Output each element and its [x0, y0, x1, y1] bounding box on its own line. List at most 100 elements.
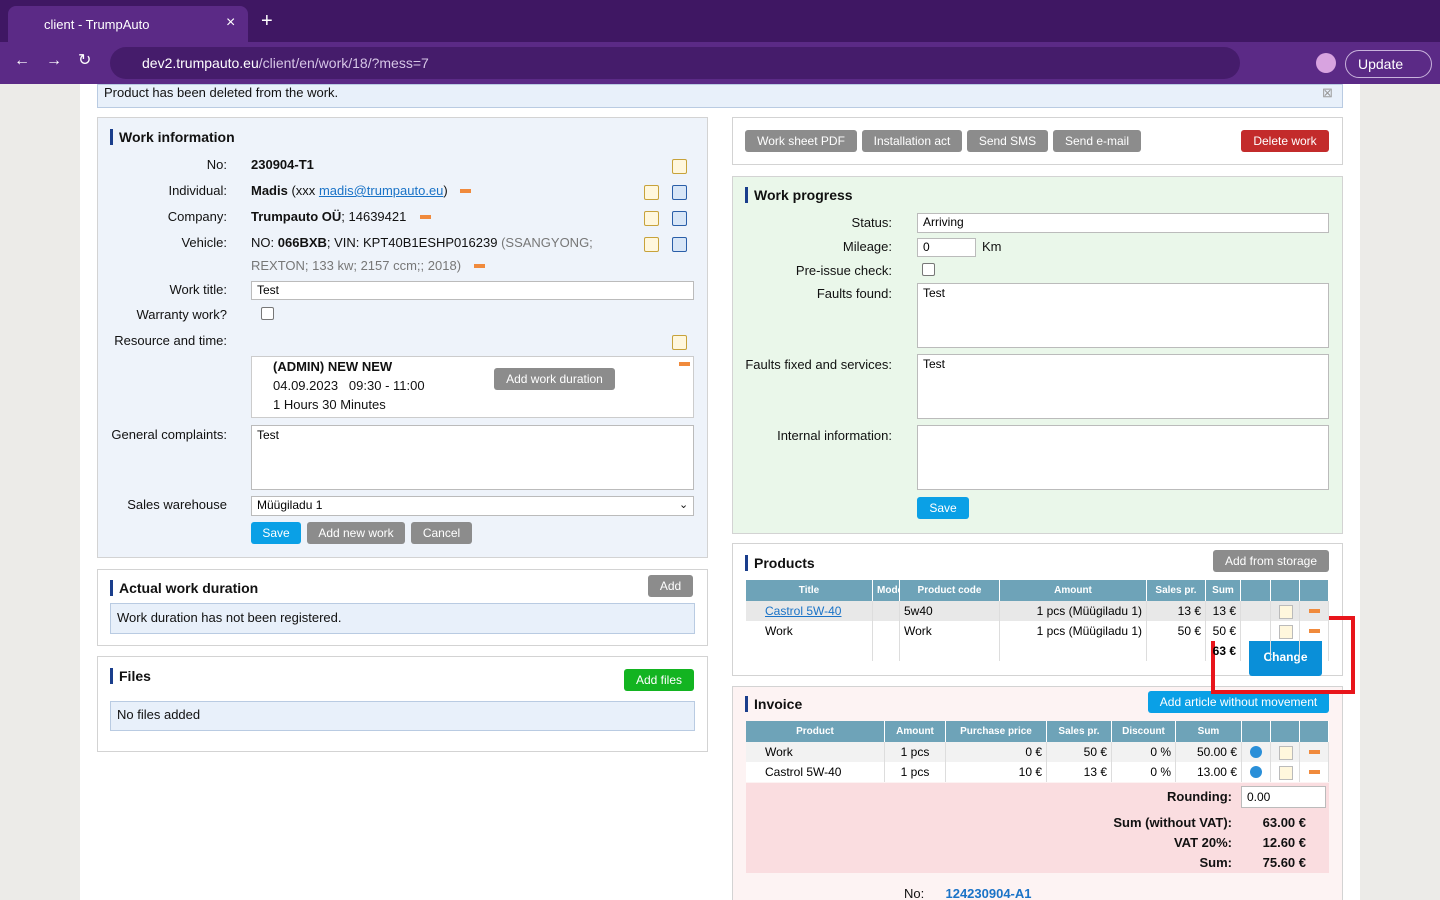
table-cell: 13.00 € — [1176, 762, 1242, 782]
edit-icon[interactable] — [1279, 746, 1293, 760]
table-header — [1271, 580, 1300, 601]
icon[interactable] — [672, 185, 687, 200]
table-cell: 50.00 € — [1176, 742, 1242, 762]
button[interactable]: Delete work — [1241, 130, 1329, 152]
table-cell: Work — [746, 621, 873, 641]
button[interactable]: Save — [917, 497, 969, 519]
action-button[interactable]: Send SMS — [967, 130, 1048, 152]
move-icon[interactable] — [1250, 766, 1262, 778]
icon[interactable] — [644, 185, 659, 200]
remove-icon[interactable] — [420, 215, 431, 219]
text: 1 Hours 30 Minutes — [273, 397, 386, 412]
active-tab — [8, 6, 248, 42]
table-cell: 50 € — [1206, 621, 1241, 641]
text[interactable]: madis@trumpauto.eu — [318, 183, 444, 198]
table-cell — [1271, 601, 1300, 621]
panel — [110, 701, 695, 731]
table-header: Amount — [885, 721, 946, 742]
button[interactable]: Add article without movement — [1148, 691, 1329, 713]
decoration[interactable] — [922, 263, 935, 276]
input-field[interactable]: Arriving — [917, 213, 1329, 233]
button[interactable]: Add files — [624, 669, 694, 691]
text: Sum: — [1199, 855, 1233, 870]
url-host: dev2.trumpauto.eu — [142, 55, 259, 71]
table-cell — [1271, 742, 1300, 762]
text: ; VIN: KPT40B1ESHP016239 — [326, 235, 498, 250]
button[interactable]: Save — [251, 522, 301, 544]
icon[interactable] — [672, 335, 687, 350]
text: Individual: — [168, 183, 227, 198]
text: Files — [110, 668, 151, 684]
tab-close: × — [226, 14, 236, 31]
button[interactable]: Cancel — [411, 522, 472, 544]
icon[interactable] — [672, 237, 687, 252]
text: Warranty work? — [136, 307, 227, 322]
remove-icon[interactable] — [679, 362, 690, 366]
button[interactable]: Add new work — [307, 522, 405, 544]
text: Pre-issue check: — [795, 263, 892, 278]
text: Madis — [251, 183, 288, 198]
table-cell: 1 pcs — [885, 742, 946, 762]
remove-icon[interactable] — [1309, 609, 1320, 613]
action-button[interactable]: Installation act — [862, 130, 962, 152]
table-cell: Castrol 5W-40 — [746, 762, 885, 782]
edit-icon[interactable] — [1279, 766, 1293, 780]
input-field[interactable]: Müügiladu 1 — [251, 496, 694, 516]
icon[interactable] — [644, 237, 659, 252]
new-tab[interactable]: + — [261, 10, 273, 32]
input-field: Test — [251, 425, 694, 490]
text: Invoice — [745, 696, 802, 712]
decoration: No: 124230904-A1 — [904, 886, 1032, 900]
table-cell — [1271, 621, 1300, 641]
vehicle: NO: 066BXB; VIN: KPT40B1ESHP016239 (SSAN… — [251, 235, 593, 251]
text: Faults fixed and services: — [745, 357, 892, 372]
input-field — [917, 425, 1329, 490]
update-button[interactable]: Update — [1345, 50, 1433, 78]
input-field[interactable]: 0 — [917, 238, 976, 257]
icon[interactable] — [672, 159, 687, 174]
text: NO: — [251, 235, 275, 250]
nav-buttons: ←→↻ — [14, 52, 108, 69]
remove-icon[interactable] — [1309, 629, 1320, 633]
button[interactable]: Add — [648, 575, 693, 597]
remove-icon[interactable] — [474, 264, 485, 268]
text: Resource and time: — [114, 333, 227, 348]
input-field[interactable]: 0.00 — [1241, 786, 1326, 808]
table-cell: 63 € — [1206, 641, 1241, 661]
table-cell — [1241, 621, 1271, 641]
action-button[interactable]: Send e-mail — [1053, 130, 1141, 152]
table-header: Sales pr. — [1047, 721, 1112, 742]
table-cell — [1271, 762, 1300, 782]
icon[interactable] — [644, 211, 659, 226]
profile — [1316, 53, 1336, 73]
text: 230904-T1 — [251, 157, 314, 172]
text: Work progress — [745, 187, 853, 203]
remove-icon[interactable] — [1309, 750, 1320, 754]
text: 63.00 € — [1262, 815, 1306, 830]
text: (SSANGYONG; — [501, 235, 593, 250]
table-header: Model — [873, 580, 900, 601]
button[interactable]: Add from storage — [1213, 550, 1329, 572]
remove-icon[interactable] — [1309, 770, 1320, 774]
remove-icon[interactable] — [460, 189, 471, 193]
table-cell — [873, 621, 900, 641]
table-cell — [1300, 621, 1329, 641]
move-icon[interactable] — [1250, 746, 1262, 758]
resource-block — [251, 356, 694, 418]
text: (ADMIN) NEW NEW — [273, 359, 393, 374]
button[interactable]: Add work duration — [494, 368, 615, 390]
table-cell — [1271, 641, 1300, 661]
table-header — [1300, 580, 1329, 601]
message-close: ⊠ — [1322, 85, 1333, 100]
table-header — [1300, 721, 1329, 742]
table-cell[interactable]: Castrol 5W-40 — [746, 601, 873, 621]
edit-icon[interactable] — [1279, 605, 1293, 619]
action-button[interactable]: Work sheet PDF — [745, 130, 857, 152]
text[interactable]: 124230904-A1 — [945, 886, 1032, 900]
table-cell: 0 € — [946, 742, 1047, 762]
checkbox[interactable] — [261, 307, 274, 320]
text: 066BXB — [277, 235, 327, 250]
edit-icon[interactable] — [1279, 625, 1293, 639]
icon[interactable] — [672, 211, 687, 226]
text: (xxx — [291, 183, 316, 198]
